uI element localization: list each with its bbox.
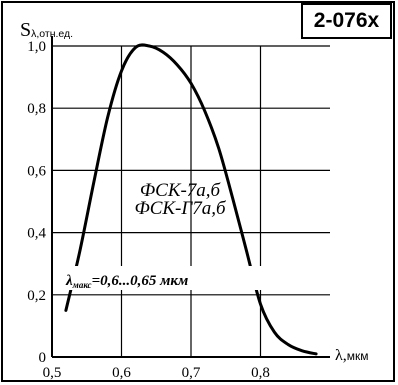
device-label-1: ФСК-7а,б — [140, 180, 222, 201]
x-tick-label: 0,5 — [43, 365, 62, 381]
peak-subscript: макс — [72, 280, 92, 290]
series-line — [64, 43, 318, 356]
peak-annotation-background — [62, 266, 267, 290]
y-tick-label: 0 — [39, 350, 47, 366]
figure-code-badge: 2-076x — [301, 3, 392, 39]
peak-symbol: λ — [65, 273, 73, 289]
x-tick-label: 0,6 — [112, 365, 131, 381]
x-axis-label-symbol: λ, — [335, 347, 347, 364]
y-tick-label: 0,6 — [27, 163, 46, 179]
device-label-2: ФСК-Г7а,б — [134, 198, 226, 219]
y-tick-label: 0,8 — [27, 101, 46, 117]
axes — [51, 36, 330, 358]
y-axis-label-sub: λ,отн.ед. — [31, 28, 73, 40]
x-axis-label: λ,мкм — [335, 347, 369, 364]
peak-value: =0,6...0,65 мкм — [92, 273, 189, 289]
y-axis-label-main: S — [20, 19, 31, 41]
x-axis-label-unit: мкм — [347, 349, 369, 363]
y-tick-label: 1,0 — [27, 39, 46, 55]
y-axis-label: Sλ,отн.ед. — [20, 19, 73, 41]
peak-wavelength-annotation: λмакс=0,6...0,65 мкм — [65, 273, 188, 290]
y-tick-label: 0,4 — [27, 226, 46, 242]
x-tick-label: 0,7 — [182, 365, 201, 381]
chart-frame — [1, 1, 395, 382]
x-tick-label: 0,8 — [251, 365, 270, 381]
tick-labels: 0 0,2 0,4 0,6 0,8 1,0 0,5 0,6 0,7 0,8 — [27, 39, 270, 381]
y-tick-label: 0,2 — [27, 288, 46, 304]
